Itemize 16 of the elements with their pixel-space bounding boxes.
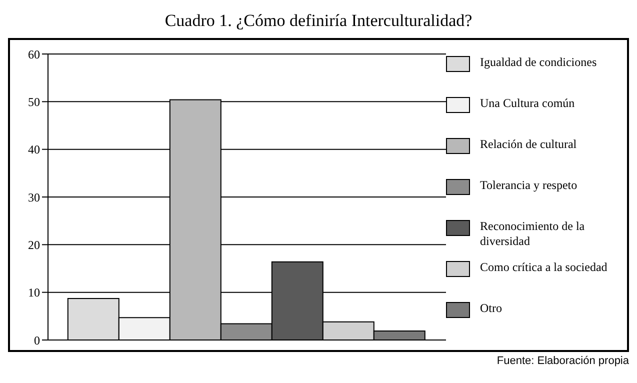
y-tick-label: 20 (28, 238, 40, 252)
legend-label: Tolerancia y respeto (480, 178, 578, 192)
legend-label: Una Cultura común (480, 96, 575, 110)
legend-label: Igualdad de condiciones (480, 54, 597, 70)
legend-label: Reconocimiento de la diversidad (480, 218, 586, 248)
y-tick-label: 60 (28, 47, 40, 62)
y-tick-label: 30 (28, 190, 40, 204)
y-tick-label: 40 (28, 142, 40, 157)
y-tick-label: 10 (28, 286, 40, 300)
source-note: Fuente: Elaboración propia (496, 355, 629, 367)
legend-label: Como crítica a la sociedad (480, 260, 608, 274)
chart-title: Cuadro 1. ¿Cómo definiría Interculturalidad? (164, 10, 474, 32)
legend-label: Otro (480, 300, 502, 316)
y-tick-label: 50 (28, 94, 40, 109)
y-tick-label: 0 (34, 333, 40, 348)
legend-label: Relación de cultural (480, 136, 577, 152)
